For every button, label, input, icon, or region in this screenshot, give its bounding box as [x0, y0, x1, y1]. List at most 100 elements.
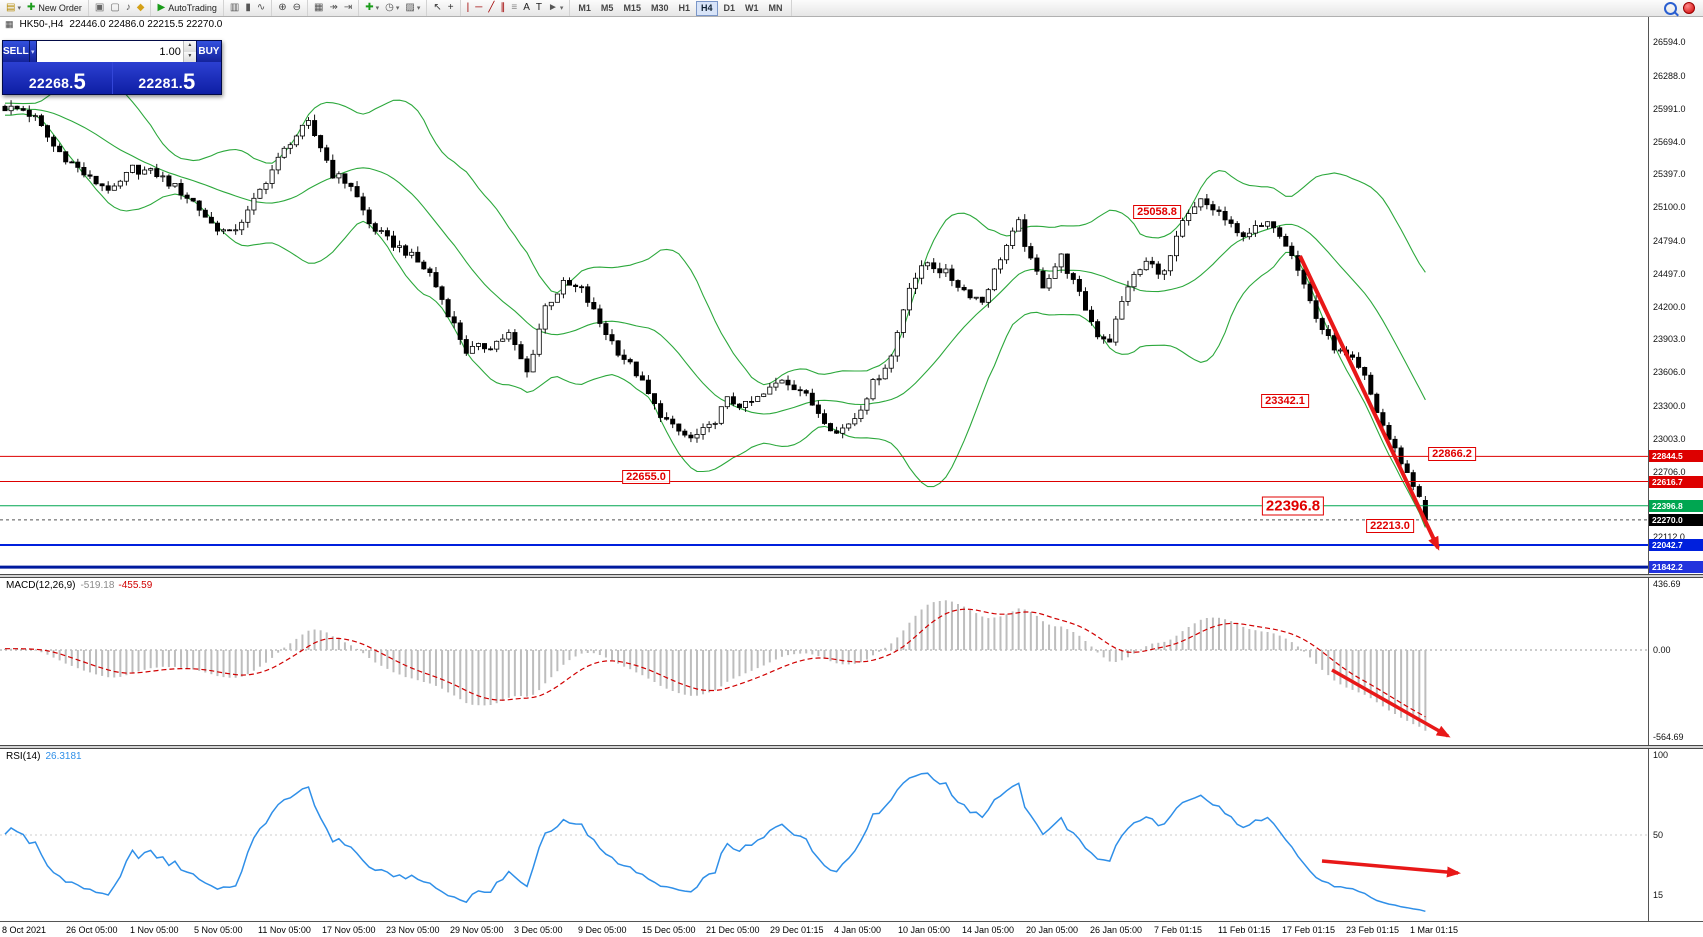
vertical-line-button[interactable]: |: [464, 1, 473, 15]
sell-price[interactable]: 22268. 5: [3, 62, 112, 94]
panel-separator[interactable]: [0, 574, 1703, 578]
rsi-indicator-label: RSI(14) 26.3181: [4, 751, 84, 762]
trade-panel-dropdown[interactable]: ▾: [28, 41, 36, 62]
profiles-icon: ▣: [94, 2, 105, 13]
rsi-axis-label: 15: [1653, 890, 1664, 901]
timeframe-m1-button[interactable]: M1: [578, 2, 591, 13]
rsi-line: [4, 772, 1426, 913]
timeframe-m30-button[interactable]: M30: [650, 2, 669, 13]
volume-increase-button[interactable]: ▲: [183, 41, 196, 52]
timeframe-h1-button[interactable]: H1: [678, 2, 690, 13]
text-button[interactable]: A: [520, 1, 533, 15]
caret-down-icon: ▾: [416, 5, 421, 12]
volume-spinner: ▲ ▼: [182, 41, 196, 62]
horizontal-lines[interactable]: [0, 455, 1648, 569]
line-chart-button[interactable]: ∿: [254, 1, 268, 15]
toolbar: ▤ ▾ ✚ New Order ▣ ▢ ♪ ◆ ▶ AutoTrading ▥ ▮ ∿ ⊕ ⊖ ▦ ↠ ⇥ ✚ ▾ ◷ ▾…: [0, 0, 1703, 17]
price-axis-label: 23903.0: [1653, 334, 1686, 345]
new-chart-icon: ▤: [6, 2, 16, 13]
timeframe-d1-button[interactable]: D1: [723, 2, 736, 13]
macd-panel[interactable]: [0, 578, 1648, 745]
candlestick-chart-icon: ▮: [245, 2, 251, 13]
chart-symbol-period: HK50-,H4: [19, 19, 64, 30]
time-axis-label: 17 Feb 01:15: [1282, 925, 1336, 935]
editor-icon: ◆: [136, 2, 145, 13]
zoom-in-icon: ⊕: [278, 2, 287, 13]
buy-price-main: 22281.: [138, 75, 183, 91]
horizontal-line-button[interactable]: ─: [472, 1, 485, 15]
record-icon[interactable]: [1683, 2, 1695, 14]
time-axis[interactable]: 8 Oct 2021 26 Oct 05:00 1 Nov 05:00 5 Nov 0…: [0, 921, 1703, 937]
price-level-tag: 22844.5: [1649, 450, 1703, 463]
cursor-icon: ↖: [433, 2, 442, 13]
buy-price-fraction: 5: [182, 69, 196, 94]
toolbar-group-autotrading: ▶ AutoTrading: [151, 0, 224, 16]
indicators-icon: ✚: [365, 2, 374, 13]
rsi-axis-label: 100: [1653, 750, 1669, 760]
trend-arrow: [1331, 668, 1451, 738]
search-icon-handle: [1674, 11, 1679, 16]
price-axis-label: 22112.0: [1653, 532, 1685, 543]
templates-button[interactable]: ▨ ▾: [402, 1, 423, 15]
shapes-button[interactable]: ► ▾: [545, 1, 566, 15]
panel-separator[interactable]: [0, 745, 1703, 749]
buy-price[interactable]: 22281. 5: [113, 62, 222, 94]
timeframe-mn-button[interactable]: MN: [768, 2, 783, 13]
search-icon[interactable]: [1664, 1, 1679, 16]
vertical-line-icon: |: [466, 2, 470, 13]
cursor-button[interactable]: ↖: [430, 1, 444, 15]
periods-button[interactable]: ◷ ▾: [382, 1, 402, 15]
templates-icon: ▨: [405, 2, 415, 13]
label-button[interactable]: T: [533, 1, 545, 15]
bar-chart-button[interactable]: ▥: [227, 1, 242, 15]
fibonacci-button[interactable]: ≡: [508, 1, 520, 15]
candles: [2, 100, 1428, 526]
time-axis-label: 10 Jan 05:00: [898, 925, 951, 935]
price-axis-label: 24497.0: [1653, 268, 1686, 279]
price-axis[interactable]: 26594.0 26288.0 25991.0 25694.0 25397.0 25100…: [1648, 16, 1703, 921]
trendline-button[interactable]: ╱: [485, 1, 497, 15]
price-chart[interactable]: [0, 16, 1648, 574]
new-order-button[interactable]: ✚ New Order: [24, 1, 85, 15]
time-axis-label: 20 Jan 05:00: [1026, 925, 1079, 935]
sell-button[interactable]: SELL: [3, 41, 29, 62]
candlestick-chart-button[interactable]: ▮: [242, 1, 254, 15]
chart-shift-button[interactable]: ⇥: [341, 1, 355, 15]
auto-scroll-button[interactable]: ↠: [326, 1, 340, 15]
indicators-button[interactable]: ✚ ▾: [362, 1, 382, 15]
time-axis-label: 4 Jan 05:00: [834, 925, 882, 935]
toolbar-group-file: ▤ ▾ ✚ New Order: [0, 0, 89, 16]
chart-header: ▦ HK50-,H4 22446.0 22486.0 22215.5 22270…: [5, 19, 222, 30]
volume-input[interactable]: [36, 41, 183, 62]
sell-price-main: 22268.: [28, 75, 74, 91]
autotrading-button[interactable]: ▶ AutoTrading: [154, 1, 219, 15]
new-chart-button[interactable]: ▤ ▾: [3, 1, 24, 15]
zoom-out-button[interactable]: ⊖: [290, 1, 304, 15]
time-axis-label: 29 Nov 05:00: [450, 925, 504, 935]
time-axis-label: 26 Jan 05:00: [1090, 925, 1143, 935]
label-icon: T: [535, 2, 542, 13]
zoom-in-button[interactable]: ⊕: [275, 1, 289, 15]
rsi-panel[interactable]: [0, 749, 1648, 921]
profiles-button[interactable]: ▣: [92, 1, 107, 15]
time-axis-label: 15 Dec 05:00: [642, 925, 696, 935]
price-axis-label: 25100.0: [1653, 202, 1686, 213]
caret-down-icon: ▾: [30, 48, 35, 56]
timeframe-m15-button[interactable]: M15: [623, 2, 641, 13]
tile-windows-button[interactable]: ▦: [311, 1, 326, 15]
sound-icon: ♪: [125, 2, 131, 13]
channel-button[interactable]: ∥: [497, 1, 508, 15]
editor-button[interactable]: ◆: [134, 1, 148, 15]
charts-grid-button[interactable]: ▢: [107, 1, 122, 15]
macd-signal-value: -455.59: [118, 580, 153, 591]
timeframe-w1-button[interactable]: W1: [745, 2, 759, 13]
price-divider: [111, 62, 113, 94]
buy-button[interactable]: BUY: [196, 41, 221, 62]
timeframe-m5-button[interactable]: M5: [600, 2, 614, 13]
sound-button[interactable]: ♪: [123, 1, 134, 15]
volume-decrease-button[interactable]: ▼: [183, 51, 196, 62]
crosshair-button[interactable]: +: [445, 1, 457, 15]
rsi-name: RSI(14): [6, 751, 41, 762]
timeframe-h4-button[interactable]: H4: [695, 0, 718, 16]
tile-windows-icon: ▦: [314, 2, 324, 13]
